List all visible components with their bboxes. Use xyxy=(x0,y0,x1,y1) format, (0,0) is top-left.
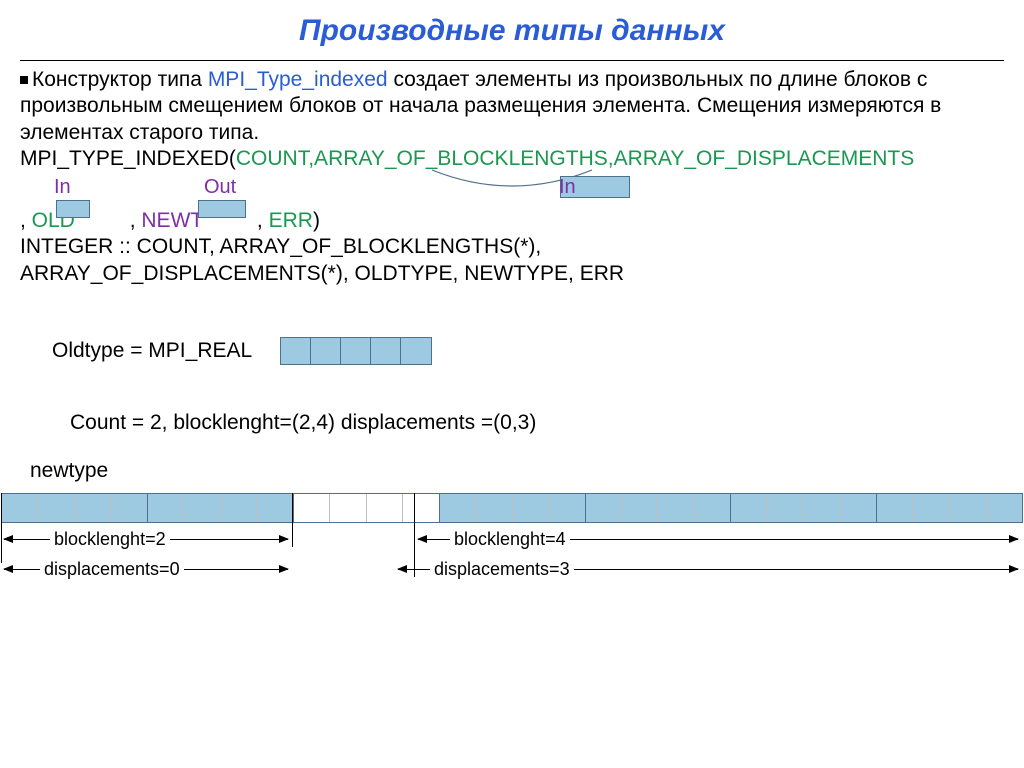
strip-unit xyxy=(877,494,913,522)
strip-unit xyxy=(257,494,293,522)
strip-unit xyxy=(403,494,439,522)
dim-d2-label: displacements=3 xyxy=(430,559,574,580)
count-line: Count = 2, blocklenght=(2,4) displacemen… xyxy=(0,411,1024,435)
strip-unit xyxy=(330,494,366,522)
small-box-1 xyxy=(56,200,90,218)
strip-unit xyxy=(731,494,767,522)
strip-unit xyxy=(804,494,840,522)
vtick-b1-end xyxy=(292,493,293,547)
strip-unit xyxy=(367,494,403,522)
small-box-2 xyxy=(198,200,246,218)
strip-unit xyxy=(841,494,877,522)
bullet-icon xyxy=(20,76,28,84)
page-title: Производные типы данных xyxy=(0,0,1024,48)
vtick-b2-start xyxy=(414,493,415,577)
strip-unit xyxy=(950,494,986,522)
oldtype-label: Oldtype = MPI_REAL xyxy=(52,339,252,363)
dim-d1-label: displacements=0 xyxy=(40,559,184,580)
sig-args: COUNT,ARRAY_OF_BLOCKLENGTHS,ARRAY_OF_DIS… xyxy=(236,147,914,170)
oldtype-cell xyxy=(371,338,401,364)
strip-unit xyxy=(148,494,184,522)
oldtype-cell xyxy=(281,338,311,364)
newtype-label: newtype xyxy=(0,459,1024,483)
paragraph-1: Конструктор типа MPI_Type_indexed создае… xyxy=(0,67,1024,146)
in-label-2: In xyxy=(559,176,576,199)
strip-unit xyxy=(2,494,38,522)
oldtype-cell xyxy=(341,338,371,364)
in-label-1: In xyxy=(54,176,71,199)
strip-container xyxy=(1,493,1023,523)
dim-bl2-label: blocklenght=4 xyxy=(450,529,570,550)
title-text: Производные типы данных xyxy=(299,14,725,47)
decl-line-1: INTEGER :: COUNT, ARRAY_OF_BLOCKLENGTHS(… xyxy=(0,234,1024,260)
out-label: Out xyxy=(204,176,236,199)
strip-unit xyxy=(695,494,731,522)
strip-unit xyxy=(768,494,804,522)
vtick-start xyxy=(1,493,2,563)
strip-unit xyxy=(221,494,257,522)
annotation-row: In Out In xyxy=(0,172,1024,224)
strip-unit xyxy=(549,494,585,522)
divider xyxy=(20,60,1004,61)
strip-unit xyxy=(476,494,512,522)
strip-unit xyxy=(987,494,1022,522)
strip-unit xyxy=(75,494,111,522)
signature-line-1: MPI_TYPE_INDEXED(COUNT,ARRAY_OF_BLOCKLEN… xyxy=(0,146,1024,172)
strip-unit xyxy=(586,494,622,522)
memory-strip xyxy=(1,493,1023,523)
strip-unit xyxy=(914,494,950,522)
para-lead: Конструктор типа xyxy=(32,68,208,91)
dimension-area: blocklenght=2 displacements=0 blocklengh… xyxy=(0,529,1024,619)
strip-unit xyxy=(184,494,220,522)
strip-unit xyxy=(111,494,147,522)
sig-prefix: MPI_TYPE_INDEXED( xyxy=(20,147,236,170)
strip-unit xyxy=(513,494,549,522)
oldtype-cell xyxy=(401,338,431,364)
oldtype-cell xyxy=(311,338,341,364)
decl-line-2: ARRAY_OF_DISPLACEMENTS(*), OLDTYPE, NEWT… xyxy=(0,261,1024,287)
oldtype-row: Oldtype = MPI_REAL xyxy=(0,337,1024,365)
strip-unit xyxy=(38,494,74,522)
dim-bl1-label: blocklenght=2 xyxy=(50,529,170,550)
oldtype-cells xyxy=(280,337,432,365)
strip-unit xyxy=(294,494,330,522)
strip-unit xyxy=(622,494,658,522)
func-name: MPI_Type_indexed xyxy=(208,68,388,91)
strip-unit xyxy=(440,494,476,522)
strip-unit xyxy=(658,494,694,522)
